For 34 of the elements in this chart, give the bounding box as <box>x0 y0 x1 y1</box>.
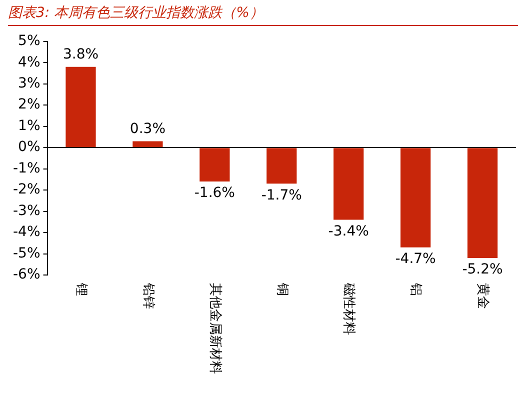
x-tick-label: 铅锌 <box>140 282 156 309</box>
y-tick-label: 2% <box>18 96 40 113</box>
data-label: -1.7% <box>261 187 302 204</box>
y-tick-label: -5% <box>12 245 40 262</box>
data-label: -1.6% <box>194 185 235 202</box>
y-tick-label: -2% <box>12 182 40 198</box>
y-tick-label: 4% <box>18 54 40 70</box>
y-tick-label: 1% <box>18 118 40 134</box>
data-label: -4.7% <box>395 251 436 268</box>
y-tick-label: 3% <box>18 76 40 92</box>
y-tick-label: 0% <box>18 139 40 156</box>
bar <box>200 148 230 182</box>
y-tick-label: -6% <box>12 266 40 283</box>
y-tick-label: -4% <box>12 224 40 240</box>
bar <box>334 148 364 220</box>
bar <box>266 148 297 184</box>
x-tick-label: 锂 <box>73 282 88 296</box>
x-tick-label: 黄金 <box>475 283 490 309</box>
chart-title: 图表3: 本周有色三级行业指数涨跌（%） <box>8 4 518 26</box>
y-tick-label: -1% <box>12 160 40 176</box>
data-label: -3.4% <box>328 223 369 240</box>
data-label: 3.8% <box>62 46 99 63</box>
data-label: -5.2% <box>462 262 503 278</box>
x-tick-label: 铜 <box>274 282 290 296</box>
y-tick-label: -3% <box>12 202 40 219</box>
x-tick-label: 磁性材料 <box>341 282 356 335</box>
bar <box>400 148 431 248</box>
bar <box>66 66 96 148</box>
x-tick-label: 其他金属新材料 <box>207 283 222 374</box>
bar <box>467 148 498 258</box>
bar <box>132 141 163 148</box>
data-label: 0.3% <box>130 120 166 137</box>
x-tick-label: 铝 <box>408 282 424 296</box>
y-tick-label: 5% <box>18 33 40 50</box>
